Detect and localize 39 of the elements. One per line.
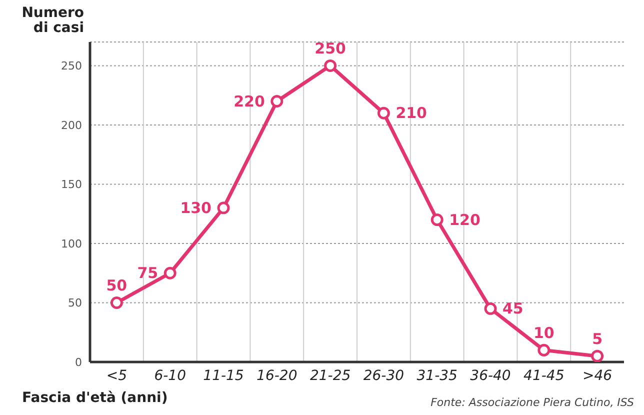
point xyxy=(270,95,284,108)
data-label: 120 xyxy=(449,210,480,229)
x-tick-label: <5 xyxy=(106,368,128,384)
data-label: 45 xyxy=(502,300,524,318)
y-tick-label: 250 xyxy=(61,60,82,73)
source-note: Fonte: Associazione Piera Cutino, ISS xyxy=(430,396,634,409)
data-label: 220 xyxy=(234,92,265,110)
data-label: 10 xyxy=(533,324,554,342)
x-tick-label: 26-30 xyxy=(363,368,404,384)
data-label: 5 xyxy=(592,330,603,348)
y-tick-label: 200 xyxy=(61,118,82,132)
point xyxy=(430,214,444,226)
x-tick-label: 36-40 xyxy=(470,368,511,384)
point xyxy=(164,266,176,280)
data-label: 50 xyxy=(106,276,128,295)
point xyxy=(484,302,497,315)
y-axis-title: Numero di casi xyxy=(20,5,84,36)
data-label: 130 xyxy=(180,198,212,217)
point xyxy=(324,59,337,72)
x-tick-label: 11-15 xyxy=(203,368,244,384)
x-tick-label: 31-35 xyxy=(416,368,458,384)
point xyxy=(110,296,123,309)
x-tick-label: 16-20 xyxy=(256,368,298,384)
x-tick-label: 6-10 xyxy=(154,368,186,384)
x-tick-label: 41-45 xyxy=(524,368,564,384)
y-tick-label: 50 xyxy=(68,296,82,310)
point xyxy=(538,344,550,356)
y-tick-label: 0 xyxy=(75,356,82,369)
x-tick-label: >46 xyxy=(582,368,612,384)
y-tick-label: 100 xyxy=(61,237,82,250)
y-tick-label: 150 xyxy=(61,178,82,192)
data-label: 210 xyxy=(396,104,428,122)
x-axis-title: Fascia d'età (anni) xyxy=(22,390,168,406)
point xyxy=(591,350,604,362)
point xyxy=(377,106,390,120)
point xyxy=(217,202,230,214)
data-label: 75 xyxy=(137,264,158,282)
x-tick-label: 21-25 xyxy=(310,368,351,384)
data-label: 250 xyxy=(314,40,346,58)
